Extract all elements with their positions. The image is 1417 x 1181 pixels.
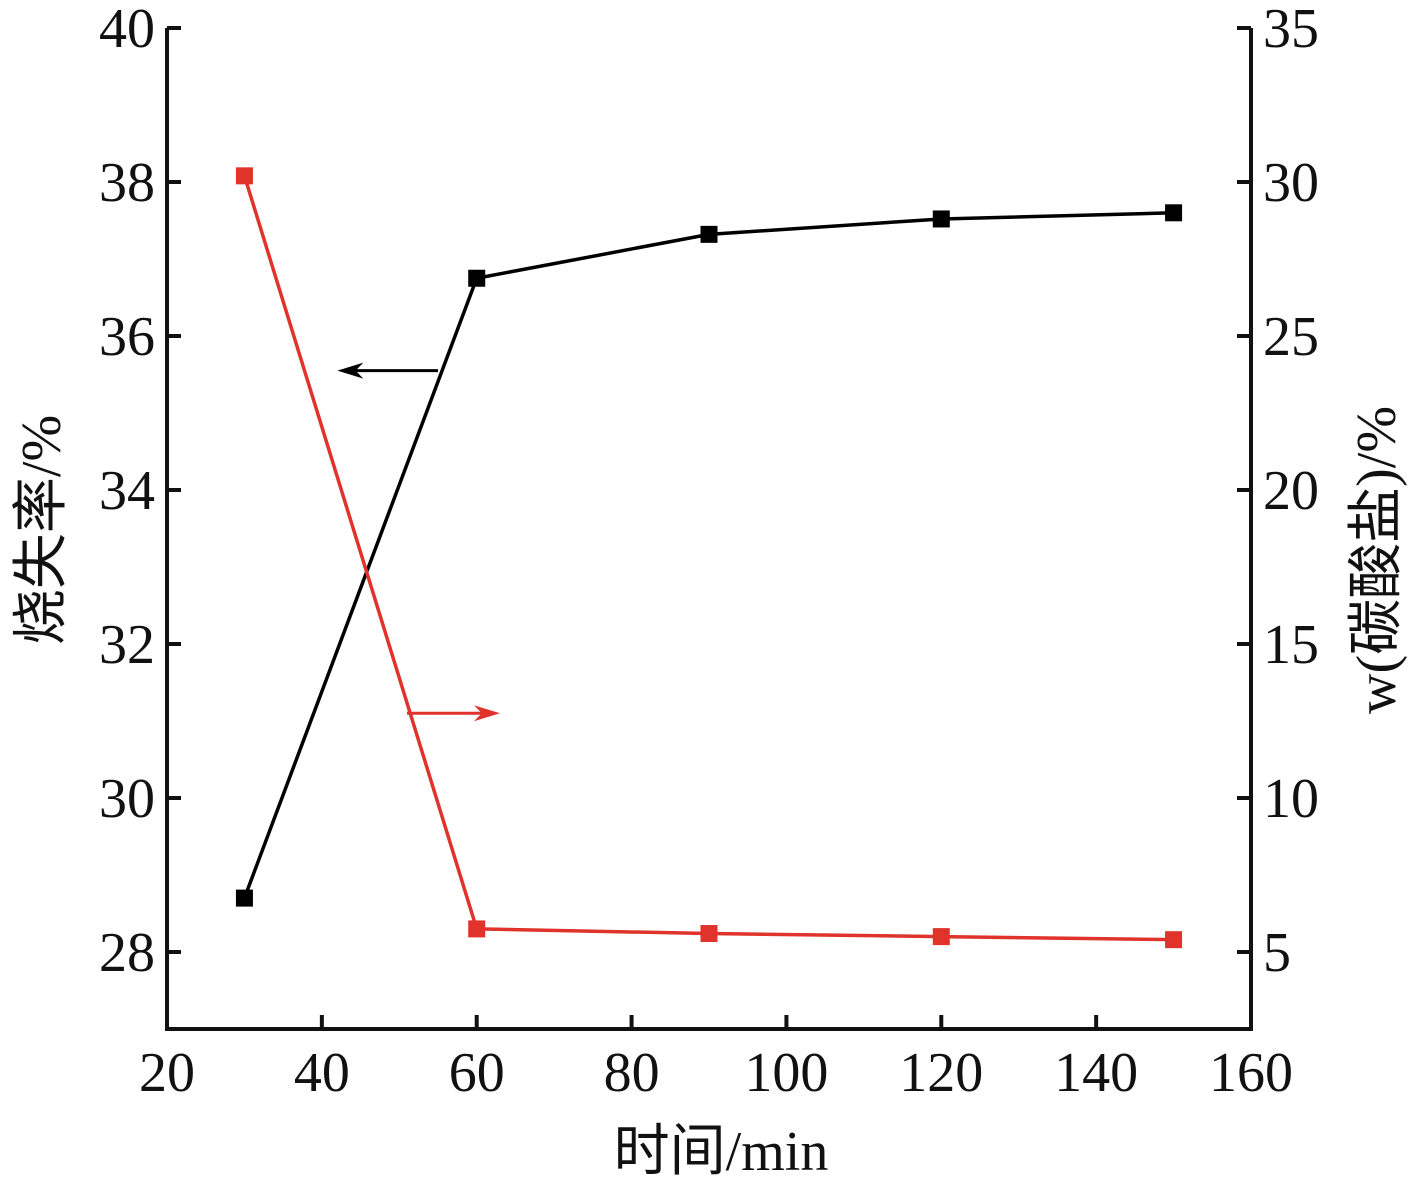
y-right-tick-label: 5 bbox=[1263, 922, 1291, 984]
y-right-tick-label: 35 bbox=[1263, 0, 1319, 60]
y-axis-right: 5 10 15 20 25 30 35 bbox=[1237, 0, 1319, 984]
x-axis-title: 时间/min bbox=[614, 1121, 829, 1181]
series-2-line bbox=[242, 175, 1174, 942]
series-1-point-3 bbox=[700, 225, 718, 243]
plot-frame bbox=[165, 28, 1253, 1031]
series-2-point-4 bbox=[932, 928, 950, 946]
series-2 bbox=[235, 167, 1183, 949]
series-2-point-1 bbox=[235, 167, 253, 185]
y-left-tick-label: 28 bbox=[99, 922, 155, 984]
y-left-tick-label: 38 bbox=[99, 152, 155, 214]
x-tick-label: 160 bbox=[1209, 1042, 1293, 1104]
series-1-point-4 bbox=[932, 210, 950, 228]
y-left-tick-label: 30 bbox=[99, 768, 155, 830]
y-left-tick-label: 34 bbox=[99, 460, 155, 522]
y-left-tick-label: 40 bbox=[99, 0, 155, 60]
series-1-point-5 bbox=[1165, 204, 1183, 222]
y-right-tick-label: 15 bbox=[1263, 614, 1319, 676]
series-2-point-2 bbox=[468, 920, 486, 938]
y-axis-left-title: 烧失率/% bbox=[11, 415, 73, 645]
series-2-point-3 bbox=[700, 925, 718, 943]
series-2-point-5 bbox=[1165, 931, 1183, 949]
annotation-arrow-right bbox=[407, 705, 500, 722]
y-left-tick-label: 36 bbox=[99, 306, 155, 368]
series-1-point-1 bbox=[235, 889, 253, 907]
x-tick-label: 120 bbox=[899, 1042, 983, 1104]
x-tick-label: 80 bbox=[604, 1042, 660, 1104]
series-1-point-2 bbox=[468, 269, 486, 287]
y-left-tick-label: 32 bbox=[99, 614, 155, 676]
arrow-head bbox=[473, 705, 500, 722]
y-axis-left: 28 30 32 34 36 38 40 bbox=[99, 0, 181, 984]
y-right-tick-label: 10 bbox=[1263, 768, 1319, 830]
x-axis: 20 40 60 80 100 120 140 160 bbox=[139, 1015, 1293, 1104]
series-layer bbox=[235, 167, 1183, 949]
x-tick-label: 40 bbox=[294, 1042, 350, 1104]
series-1 bbox=[235, 204, 1183, 907]
y-right-tick-label: 30 bbox=[1263, 152, 1319, 214]
annotation-layer bbox=[337, 362, 500, 722]
x-tick-label: 20 bbox=[139, 1042, 195, 1104]
annotation-arrow-left bbox=[337, 362, 438, 379]
x-tick-label: 60 bbox=[449, 1042, 505, 1104]
y-axis-right-title: w(碳酸盐)/% bbox=[1346, 406, 1408, 714]
x-tick-label: 140 bbox=[1054, 1042, 1138, 1104]
series-1-line bbox=[242, 211, 1174, 899]
y-right-tick-label: 20 bbox=[1263, 460, 1319, 522]
arrow-head bbox=[337, 362, 364, 379]
y-right-tick-label: 25 bbox=[1263, 306, 1319, 368]
x-tick-label: 100 bbox=[744, 1042, 828, 1104]
